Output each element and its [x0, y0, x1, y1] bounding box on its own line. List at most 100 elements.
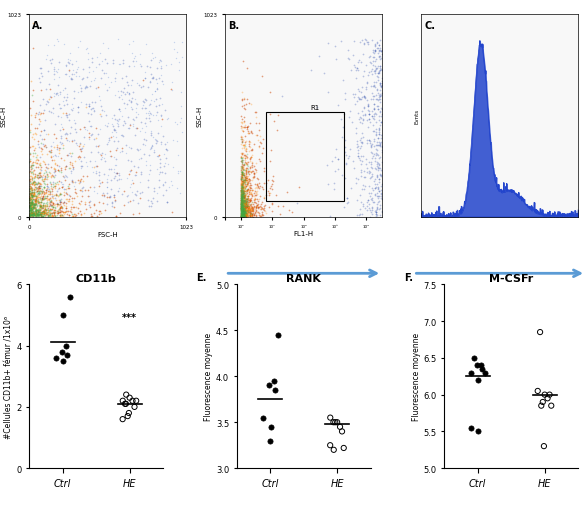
Point: [241, 200, 250, 208]
Point: [55, 209, 65, 217]
Point: [146, 57, 155, 65]
Point: [49, 66, 58, 74]
Point: [49, 210, 58, 218]
Point: [150, 135, 159, 144]
Point: [260, 206, 269, 214]
Point: [255, 184, 264, 192]
Point: [86, 213, 96, 221]
Point: [242, 126, 252, 134]
Point: [79, 173, 88, 181]
Point: [238, 208, 247, 216]
Point: [239, 190, 249, 198]
Point: [239, 208, 249, 216]
Point: [50, 192, 59, 200]
Point: [75, 146, 85, 154]
Point: [242, 167, 251, 176]
Point: [343, 47, 353, 55]
Point: [242, 206, 252, 214]
Point: [238, 177, 248, 185]
Point: [44, 210, 54, 218]
Point: [367, 107, 377, 116]
Point: [238, 209, 247, 217]
Point: [245, 198, 255, 206]
Point: [237, 178, 246, 186]
Point: [50, 209, 59, 217]
Point: [252, 195, 262, 204]
Point: [27, 189, 37, 197]
Point: [237, 187, 246, 195]
Point: [376, 66, 385, 74]
Point: [27, 162, 36, 171]
Point: [240, 206, 249, 214]
Point: [29, 200, 39, 208]
Point: [43, 207, 53, 215]
Point: [36, 204, 46, 212]
Point: [32, 211, 41, 219]
Point: [32, 210, 41, 218]
Point: [376, 63, 385, 71]
Point: [237, 212, 246, 220]
Point: [44, 212, 54, 220]
Point: [242, 177, 251, 185]
Point: [40, 180, 49, 188]
Point: [238, 207, 248, 215]
Point: [241, 177, 250, 185]
Point: [151, 88, 160, 96]
Point: [33, 156, 42, 164]
Point: [239, 204, 249, 212]
Point: [79, 210, 89, 218]
Point: [243, 200, 252, 208]
Point: [78, 142, 88, 150]
Point: [41, 187, 50, 195]
Point: [259, 185, 268, 193]
Point: [239, 205, 248, 213]
Point: [102, 176, 112, 184]
Point: [243, 208, 252, 216]
Point: [249, 204, 258, 212]
Point: [371, 165, 380, 174]
Point: [239, 188, 248, 196]
Point: [40, 209, 49, 217]
Point: [73, 103, 82, 111]
Point: [249, 140, 259, 149]
Point: [31, 210, 40, 218]
Point: [237, 196, 246, 205]
Point: [61, 71, 71, 79]
Point: [354, 96, 364, 104]
Point: [238, 204, 248, 212]
Point: [237, 189, 246, 197]
Point: [89, 163, 99, 172]
Point: [237, 208, 246, 216]
Point: [26, 209, 35, 217]
Point: [26, 121, 36, 129]
Point: [53, 66, 62, 74]
Point: [240, 202, 249, 210]
Point: [141, 123, 150, 131]
Point: [267, 177, 276, 185]
Point: [239, 207, 249, 215]
Point: [36, 180, 45, 188]
Point: [38, 208, 47, 216]
Point: [377, 144, 387, 152]
Point: [374, 130, 384, 138]
Point: [373, 173, 382, 181]
Point: [240, 207, 249, 215]
Point: [370, 109, 380, 118]
Point: [369, 82, 378, 90]
Point: [376, 119, 385, 127]
Point: [245, 187, 254, 195]
Point: [26, 204, 36, 212]
Point: [28, 209, 37, 217]
Point: [36, 197, 46, 205]
Point: [360, 94, 369, 102]
Point: [238, 190, 248, 198]
Point: [242, 178, 252, 186]
Point: [30, 209, 39, 217]
Point: [242, 204, 252, 212]
Point: [367, 90, 377, 98]
Point: [25, 158, 34, 166]
Point: [132, 79, 141, 88]
Text: C.: C.: [425, 21, 436, 32]
Point: [241, 199, 250, 207]
Point: [150, 54, 159, 62]
